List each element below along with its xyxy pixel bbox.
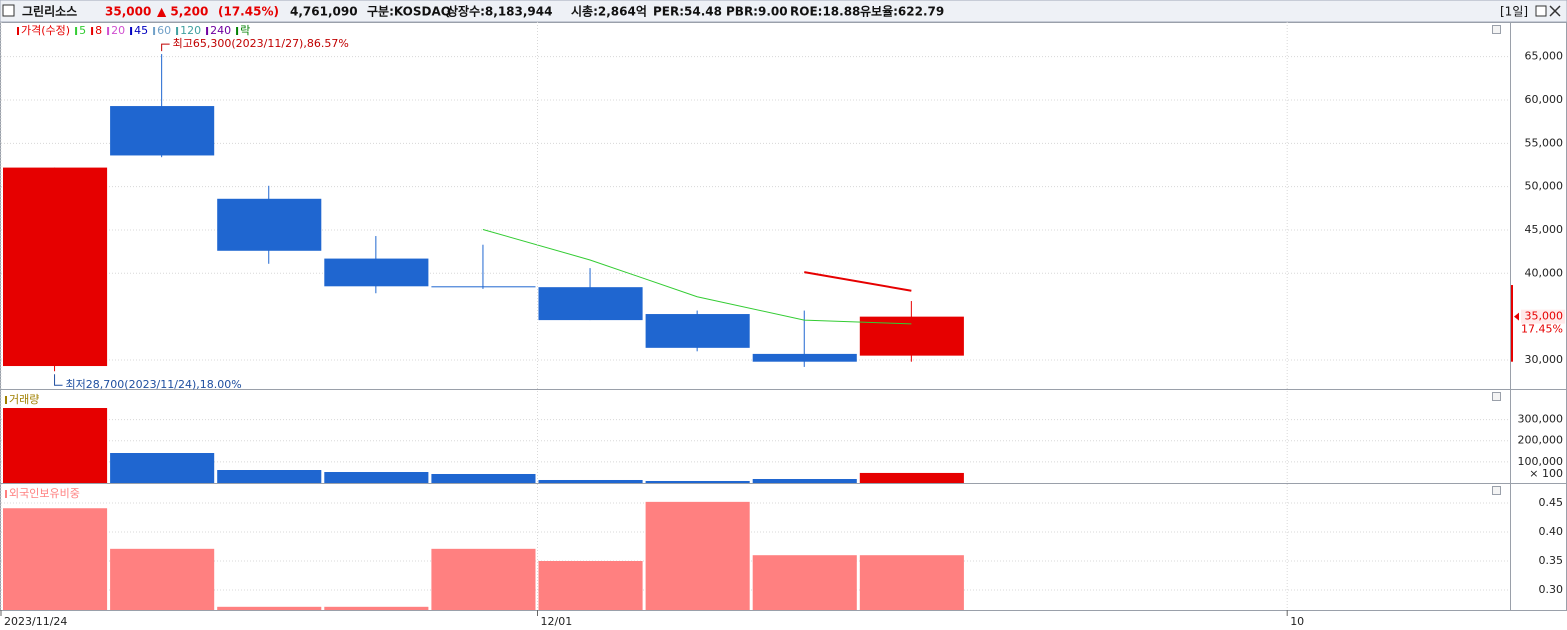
ma-line bbox=[482, 228, 912, 325]
legend-swatch bbox=[17, 27, 19, 35]
legend-label: 20 bbox=[111, 24, 125, 37]
legend-label: 8 bbox=[95, 24, 102, 37]
candle-body bbox=[3, 167, 108, 367]
y-tick-label: 40,000 bbox=[1525, 266, 1564, 279]
y-tick-label: 0.45 bbox=[1539, 496, 1564, 509]
close-button[interactable] bbox=[1549, 5, 1561, 17]
y-tick-label: 200,000 bbox=[1518, 434, 1564, 447]
bar bbox=[859, 472, 964, 483]
bar bbox=[645, 501, 750, 610]
bar bbox=[645, 480, 750, 483]
bar bbox=[110, 453, 215, 483]
bar bbox=[324, 472, 429, 483]
candle-body bbox=[217, 198, 322, 251]
legend-swatch bbox=[130, 27, 133, 35]
last-change-label: 17.45% bbox=[1521, 323, 1563, 336]
price-label-box bbox=[1521, 309, 1565, 324]
y-tick-label: 45,000 bbox=[1525, 223, 1564, 236]
bar bbox=[3, 508, 108, 610]
roe: ROE:18.88 bbox=[790, 5, 860, 19]
bar bbox=[752, 555, 857, 610]
x-tick-label: 12/01 bbox=[541, 615, 573, 628]
stock-name: 그린리소스 bbox=[22, 4, 77, 19]
legend-label: 락 bbox=[240, 24, 250, 37]
legend-label: 45 bbox=[134, 24, 148, 37]
legend-swatch bbox=[5, 396, 7, 404]
pbr: PBR:9.00 bbox=[726, 5, 788, 19]
legend-label: 60 bbox=[157, 24, 171, 37]
panel-button[interactable] bbox=[1492, 392, 1501, 401]
legend-swatch bbox=[176, 27, 179, 35]
bar bbox=[110, 548, 215, 610]
legend-swatch bbox=[91, 27, 94, 35]
annotation: 최고65,300(2023/11/27),86.57% bbox=[173, 37, 349, 50]
price: 35,000 bbox=[105, 5, 151, 19]
market-cap: 시총:2,864억 bbox=[571, 4, 647, 19]
bar bbox=[538, 561, 643, 610]
y-tick-label: 0.30 bbox=[1539, 583, 1564, 596]
change: ▲ 5,200 bbox=[157, 5, 208, 19]
shares: 상장수:8,183,944 bbox=[447, 4, 552, 19]
legend-label: 240 bbox=[210, 24, 231, 37]
y-tick-label: 55,000 bbox=[1525, 136, 1564, 149]
candle-body bbox=[538, 287, 643, 321]
candle-body bbox=[645, 314, 750, 348]
legend-swatch bbox=[5, 490, 7, 498]
bar bbox=[859, 555, 964, 610]
bar bbox=[752, 479, 857, 483]
maximize-button[interactable] bbox=[1535, 5, 1547, 17]
bar bbox=[431, 548, 536, 610]
change-pct: (17.45%) bbox=[218, 5, 279, 19]
checkbox[interactable] bbox=[2, 4, 15, 17]
axis-unit: × 100 bbox=[1529, 467, 1563, 480]
legend-label: 거래량 bbox=[9, 393, 39, 406]
legend-swatch bbox=[236, 27, 239, 35]
market: 구분:KOSDAQ bbox=[367, 5, 451, 19]
x-tick-label: 10 bbox=[1290, 615, 1304, 628]
y-tick-label: 60,000 bbox=[1525, 93, 1564, 106]
reserve-ratio: 유보율:622.79 bbox=[860, 5, 944, 19]
y-tick-label: 65,000 bbox=[1525, 50, 1564, 63]
y-tick-label: 0.40 bbox=[1539, 525, 1564, 538]
ma-line bbox=[804, 271, 912, 292]
annotation: 최저28,700(2023/11/24),18.00% bbox=[66, 378, 242, 391]
x-tick-label: 2023/11/24 bbox=[4, 615, 67, 628]
annotation-arrow bbox=[161, 43, 170, 52]
y-tick-label: 30,000 bbox=[1525, 353, 1564, 366]
price-pointer bbox=[1514, 312, 1519, 321]
annotation-arrow bbox=[54, 374, 63, 386]
bar bbox=[217, 606, 322, 610]
y-tick-label: 50,000 bbox=[1525, 180, 1564, 193]
legend-swatch bbox=[75, 27, 78, 35]
bar bbox=[431, 473, 536, 483]
candle-body bbox=[752, 353, 857, 362]
panel-button[interactable] bbox=[1492, 25, 1501, 34]
last-price-label: 35,000 bbox=[1525, 310, 1564, 323]
volume: 4,761,090 bbox=[290, 5, 358, 19]
y-tick-label: 300,000 bbox=[1518, 413, 1564, 426]
candle-body bbox=[110, 106, 215, 156]
legend-label: 120 bbox=[180, 24, 201, 37]
bar bbox=[538, 479, 643, 483]
header: 그린리소스 35,000 ▲ 5,200 (17.45%) 4,761,090 … bbox=[0, 0, 1567, 23]
panel-button[interactable] bbox=[1492, 486, 1501, 495]
legend-label: 5 bbox=[79, 24, 86, 37]
legend-label: 외국인보유비중 bbox=[9, 487, 80, 500]
legend-swatch bbox=[153, 27, 156, 35]
candle-body bbox=[324, 258, 429, 287]
period[interactable]: [1일] bbox=[1500, 5, 1528, 19]
candle-body bbox=[431, 286, 536, 288]
legend-swatch bbox=[107, 27, 110, 35]
legend-swatch bbox=[206, 27, 209, 35]
y-tick-label: 100,000 bbox=[1518, 455, 1564, 468]
bar bbox=[324, 606, 429, 610]
legend-label: 가격(수정) bbox=[21, 24, 70, 37]
y-tick-label: 0.35 bbox=[1539, 554, 1564, 567]
per: PER:54.48 bbox=[653, 5, 722, 19]
bar bbox=[217, 470, 322, 483]
bar bbox=[3, 408, 108, 483]
